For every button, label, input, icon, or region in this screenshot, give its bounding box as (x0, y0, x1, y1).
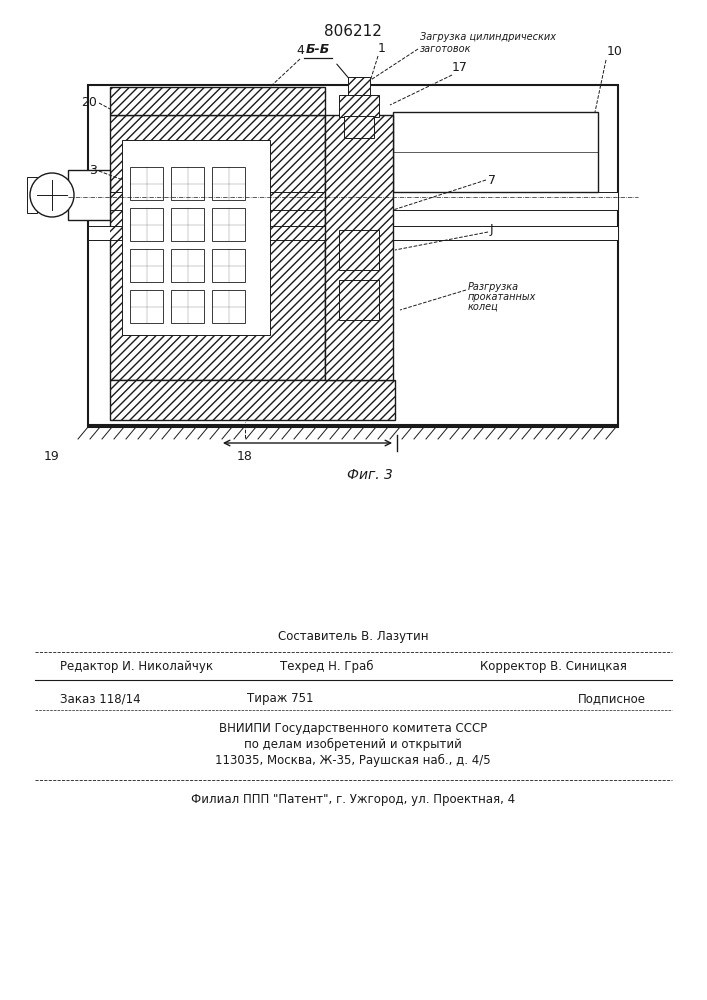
Text: прокатанных: прокатанных (468, 292, 537, 302)
Bar (325, 115, 393, 380)
Circle shape (30, 173, 74, 217)
Text: 1: 1 (378, 42, 386, 55)
Bar (212, 208, 245, 241)
Bar (110, 115, 325, 380)
Bar (88, 85, 618, 425)
Text: Составитель В. Лазутин: Составитель В. Лазутин (278, 630, 428, 643)
Bar (122, 140, 270, 335)
Text: 113035, Москва, Ж-35, Раушская наб., д. 4/5: 113035, Москва, Ж-35, Раушская наб., д. … (215, 754, 491, 767)
Text: Редактор И. Николайчук: Редактор И. Николайчук (60, 660, 213, 673)
Bar (344, 116, 374, 138)
Bar (339, 95, 379, 117)
Bar (339, 280, 379, 320)
Bar (339, 230, 379, 270)
Text: J: J (490, 224, 493, 236)
Bar (171, 249, 204, 282)
Bar (110, 380, 395, 420)
Bar (110, 115, 325, 380)
Bar (110, 87, 325, 115)
Text: Фиг. 3: Фиг. 3 (347, 468, 393, 482)
Text: Филиал ППП "Патент", г. Ужгород, ул. Проектная, 4: Филиал ППП "Патент", г. Ужгород, ул. Про… (191, 793, 515, 806)
Bar (393, 112, 598, 192)
Bar (339, 280, 379, 320)
Bar (171, 167, 204, 200)
Bar (27, 177, 37, 213)
Text: заготовок: заготовок (420, 44, 472, 54)
Bar (339, 230, 379, 270)
Bar (68, 170, 110, 220)
Bar (110, 87, 325, 115)
Bar (130, 290, 163, 323)
Text: 806212: 806212 (324, 24, 382, 39)
Text: по делам изобретений и открытий: по делам изобретений и открытий (244, 738, 462, 751)
Bar (171, 290, 204, 323)
Bar (212, 167, 245, 200)
Bar (212, 290, 245, 323)
Bar (339, 95, 379, 117)
Bar (130, 249, 163, 282)
Text: 20: 20 (81, 96, 97, 108)
Bar (325, 115, 393, 380)
Bar (348, 77, 370, 95)
Bar (348, 77, 370, 95)
Text: 19: 19 (44, 450, 60, 463)
Text: Б-Б: Б-Б (306, 43, 330, 56)
Text: 3: 3 (89, 163, 97, 176)
Bar (88, 226, 618, 240)
Text: Подписное: Подписное (578, 692, 646, 705)
Text: Техред Н. Граб: Техред Н. Граб (280, 660, 373, 673)
Text: 7: 7 (488, 174, 496, 186)
Bar (110, 380, 395, 420)
Text: Заказ 118/14: Заказ 118/14 (60, 692, 141, 705)
Text: 4: 4 (296, 44, 304, 57)
Bar (130, 208, 163, 241)
Bar (88, 192, 618, 210)
Text: 18: 18 (237, 450, 253, 463)
Bar (171, 208, 204, 241)
Text: Тираж 751: Тираж 751 (247, 692, 313, 705)
Bar (130, 167, 163, 200)
Text: Загрузка цилиндрических: Загрузка цилиндрических (420, 32, 556, 42)
Text: 17: 17 (452, 61, 468, 74)
Text: ВНИИПИ Государственного комитета СССР: ВНИИПИ Государственного комитета СССР (219, 722, 487, 735)
Text: Корректор В. Синицкая: Корректор В. Синицкая (480, 660, 627, 673)
Text: 10: 10 (607, 45, 623, 58)
Text: Разгрузка: Разгрузка (468, 282, 519, 292)
Bar (344, 116, 374, 138)
Bar (212, 249, 245, 282)
Text: колец: колец (468, 302, 498, 312)
